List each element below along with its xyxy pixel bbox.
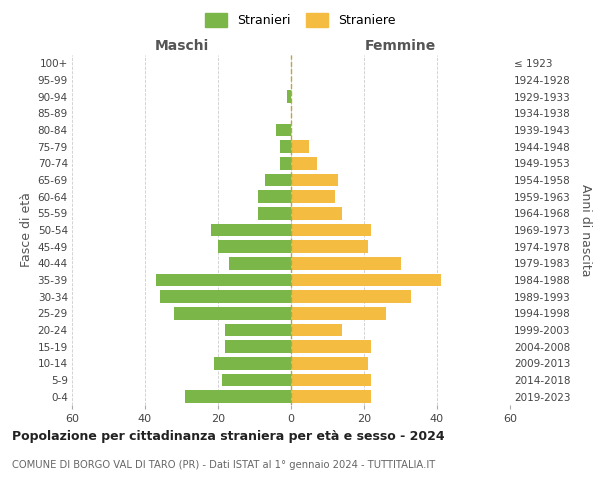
Bar: [218, 240, 291, 253]
Bar: [291, 374, 371, 386]
Bar: [174, 307, 291, 320]
Bar: [291, 340, 371, 353]
Text: Femmine: Femmine: [365, 38, 436, 52]
Bar: [291, 290, 412, 303]
Bar: [291, 274, 440, 286]
Bar: [291, 174, 338, 186]
Bar: [258, 207, 291, 220]
Text: COMUNE DI BORGO VAL DI TARO (PR) - Dati ISTAT al 1° gennaio 2024 - TUTTITALIA.IT: COMUNE DI BORGO VAL DI TARO (PR) - Dati …: [12, 460, 435, 470]
Bar: [287, 90, 291, 103]
Bar: [291, 190, 335, 203]
Bar: [291, 357, 368, 370]
Bar: [214, 357, 291, 370]
Bar: [291, 324, 342, 336]
Legend: Stranieri, Straniere: Stranieri, Straniere: [201, 8, 399, 30]
Bar: [160, 290, 291, 303]
Y-axis label: Fasce di età: Fasce di età: [20, 192, 34, 268]
Bar: [280, 140, 291, 153]
Bar: [291, 140, 309, 153]
Bar: [291, 157, 317, 170]
Text: Popolazione per cittadinanza straniera per età e sesso - 2024: Popolazione per cittadinanza straniera p…: [12, 430, 445, 443]
Bar: [229, 257, 291, 270]
Bar: [291, 240, 368, 253]
Bar: [277, 124, 291, 136]
Text: Maschi: Maschi: [154, 38, 209, 52]
Bar: [280, 157, 291, 170]
Bar: [291, 207, 342, 220]
Bar: [211, 224, 291, 236]
Bar: [226, 340, 291, 353]
Bar: [185, 390, 291, 403]
Bar: [291, 307, 386, 320]
Bar: [291, 224, 371, 236]
Bar: [226, 324, 291, 336]
Bar: [291, 390, 371, 403]
Y-axis label: Anni di nascita: Anni di nascita: [579, 184, 592, 276]
Bar: [156, 274, 291, 286]
Bar: [258, 190, 291, 203]
Bar: [291, 257, 401, 270]
Bar: [221, 374, 291, 386]
Bar: [265, 174, 291, 186]
